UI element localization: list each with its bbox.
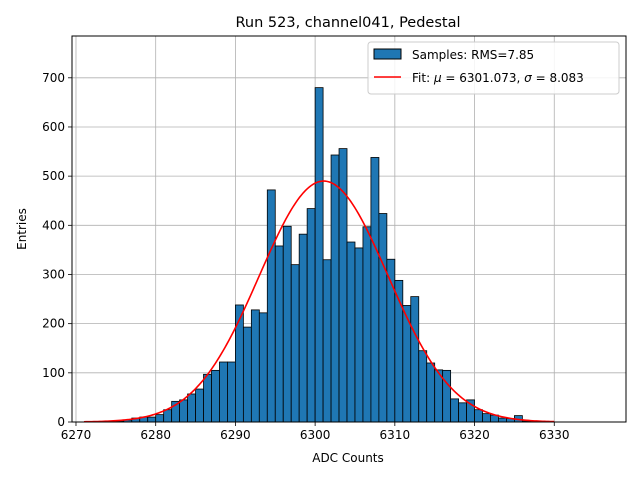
x-tick-label: 6320 bbox=[459, 428, 490, 442]
histogram-bar bbox=[258, 312, 268, 423]
histogram-bar bbox=[370, 157, 380, 423]
histogram-bar bbox=[426, 362, 436, 423]
histogram-bar bbox=[211, 369, 220, 423]
histogram-bar bbox=[306, 208, 316, 423]
histogram-bar bbox=[450, 398, 460, 423]
legend-samples-swatch bbox=[373, 48, 402, 60]
legend-box bbox=[367, 41, 620, 95]
histogram-bar bbox=[235, 304, 244, 423]
plot-area-frame bbox=[71, 35, 627, 423]
y-axis-label: Entries bbox=[15, 208, 29, 250]
histogram-bar bbox=[187, 393, 196, 423]
histogram-bar bbox=[203, 373, 212, 423]
legend-fit-sigma-value: = 8.083 bbox=[532, 71, 584, 85]
x-axis-label: ADC Counts bbox=[312, 451, 384, 465]
y-tick-label: 400 bbox=[42, 218, 65, 232]
histogram-bar bbox=[442, 369, 452, 423]
histogram-bar bbox=[219, 361, 228, 423]
histogram-bar bbox=[227, 361, 236, 423]
x-axis-ticks: 6270 6280 6290 6300 6310 6320 6330 bbox=[61, 422, 570, 442]
histogram-bar bbox=[322, 259, 332, 423]
fit-curve bbox=[83, 180, 555, 423]
histogram-bar bbox=[266, 189, 276, 423]
histogram-bar bbox=[242, 326, 252, 423]
histogram-bar bbox=[298, 233, 308, 423]
legend-fit-mu-value: = 6301.073, bbox=[442, 71, 525, 85]
x-tick-label: 6270 bbox=[61, 428, 92, 442]
legend-fit-mu-symbol: μ bbox=[433, 71, 442, 85]
y-tick-label: 300 bbox=[42, 267, 65, 281]
y-tick-label: 600 bbox=[42, 120, 65, 134]
y-tick-label: 100 bbox=[42, 366, 65, 380]
legend: Samples: RMS=7.85 Fit: μ = 6301.073, σ =… bbox=[367, 41, 620, 95]
legend-fit-sigma-symbol: σ bbox=[524, 71, 532, 85]
y-tick-label: 200 bbox=[42, 317, 65, 331]
legend-fit-prefix: Fit: bbox=[412, 71, 434, 85]
histogram-bar bbox=[354, 247, 364, 423]
y-axis-ticks: 0 100 200 300 400 500 600 700 bbox=[42, 71, 72, 429]
y-tick-label: 500 bbox=[42, 169, 65, 183]
histogram-bar bbox=[346, 241, 356, 423]
histogram-bar bbox=[179, 399, 188, 423]
x-tick-label: 6300 bbox=[300, 428, 331, 442]
histogram-bar bbox=[378, 213, 388, 423]
histogram-bar bbox=[250, 309, 260, 423]
histogram-bar bbox=[155, 414, 165, 423]
y-tick-label: 700 bbox=[42, 71, 65, 85]
histogram-bar bbox=[418, 350, 428, 423]
chart-title: Run 523, channel041, Pedestal bbox=[235, 15, 460, 31]
histogram-bar bbox=[282, 225, 292, 423]
histogram-bar bbox=[482, 413, 491, 423]
histogram-bar bbox=[474, 409, 483, 423]
x-tick-label: 6290 bbox=[220, 428, 251, 442]
histogram-bar bbox=[362, 226, 372, 423]
histogram-bar bbox=[498, 417, 507, 423]
histogram-bar bbox=[274, 245, 284, 423]
histogram-bar bbox=[410, 296, 420, 423]
y-tick-label: 0 bbox=[57, 415, 65, 429]
histogram-bar bbox=[147, 416, 157, 423]
legend-samples-label: Samples: RMS=7.85 bbox=[412, 48, 534, 62]
histogram-bar bbox=[330, 154, 340, 423]
histogram-bar bbox=[163, 409, 173, 423]
x-tick-label: 6310 bbox=[380, 428, 411, 442]
x-tick-label: 6330 bbox=[539, 428, 570, 442]
x-tick-label: 6280 bbox=[140, 428, 171, 442]
histogram-bar bbox=[290, 264, 300, 423]
histogram-bar bbox=[458, 402, 467, 423]
histogram-bar bbox=[314, 87, 324, 423]
legend-fit-label: Fit: μ = 6301.073, σ = 8.083 bbox=[412, 71, 584, 85]
histogram-bar bbox=[195, 388, 204, 423]
